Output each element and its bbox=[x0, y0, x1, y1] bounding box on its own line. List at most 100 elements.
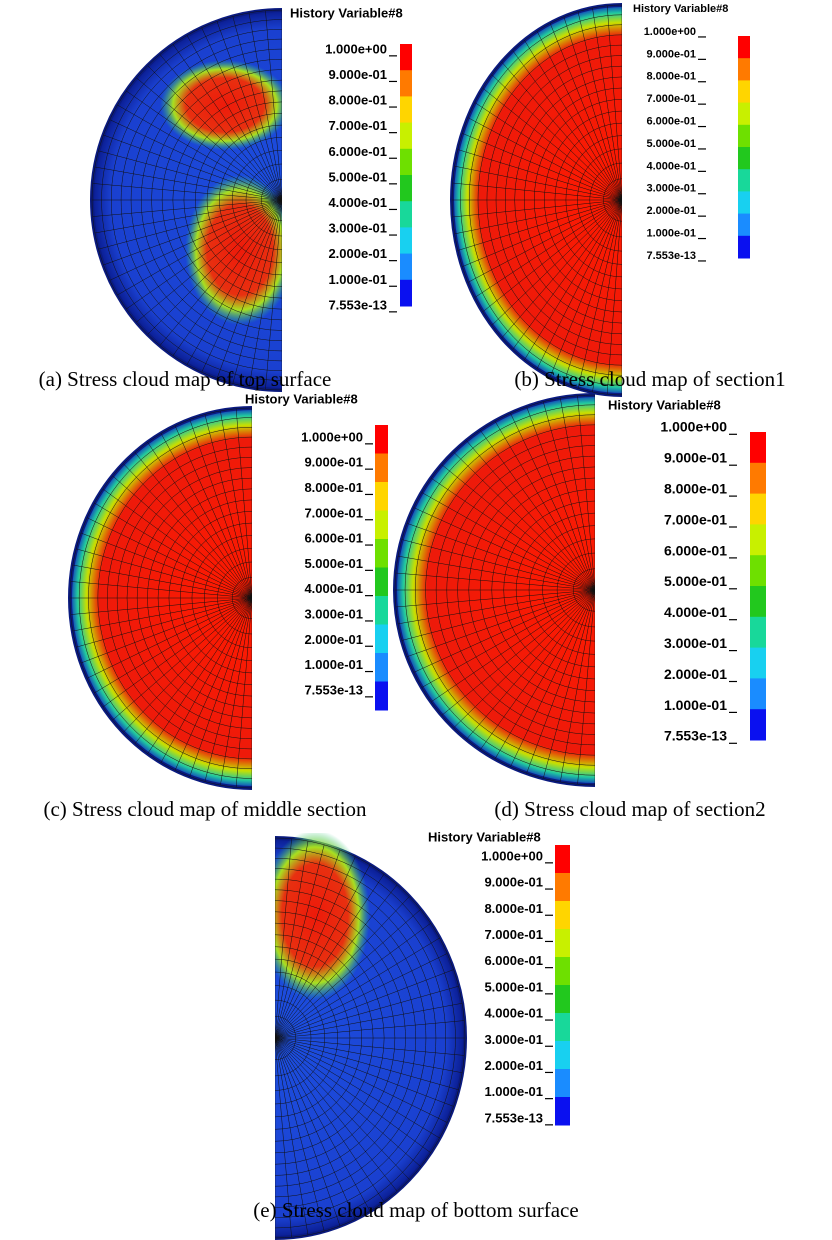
legend-label: 3.000e-01 bbox=[664, 635, 727, 651]
legend-title: History Variable#8 bbox=[608, 397, 721, 412]
colorbar-band bbox=[750, 494, 766, 525]
legend-label: 1.000e-01 bbox=[646, 228, 696, 240]
legend-label: 7.553e-13 bbox=[646, 250, 696, 262]
legend-label: 2.000e-01 bbox=[304, 632, 363, 647]
colorbar-band bbox=[738, 80, 750, 103]
panel: History Variable#8 1.000e+00 9.000e-01 8.00… bbox=[39, 5, 472, 390]
colorbar-band bbox=[400, 149, 412, 176]
legend-label: 1.000e+00 bbox=[301, 429, 363, 444]
colorbar-band bbox=[400, 123, 412, 150]
figure: History Variable#8 1.000e+00 9.000e-01 8.00… bbox=[0, 0, 832, 1240]
colorbar-band bbox=[738, 125, 750, 148]
legend-label: 2.000e-01 bbox=[328, 246, 387, 261]
caption: (a) Stress cloud map of top surface bbox=[39, 367, 332, 391]
colorbar-band bbox=[738, 147, 750, 170]
colorbar-band bbox=[555, 1097, 570, 1126]
colorbar-band bbox=[375, 625, 388, 654]
colorbar-band bbox=[555, 1013, 570, 1042]
legend-label: 5.000e-01 bbox=[304, 556, 363, 571]
legend-label: 8.000e-01 bbox=[328, 93, 387, 108]
legend-label: 4.000e-01 bbox=[646, 160, 696, 172]
legend-label: 6.000e-01 bbox=[328, 144, 387, 159]
legend-label: 8.000e-01 bbox=[664, 481, 727, 497]
colorbar-band bbox=[738, 191, 750, 214]
legend-title: History Variable#8 bbox=[245, 391, 358, 406]
legend-label: 9.000e-01 bbox=[646, 48, 696, 60]
colorbar-band bbox=[375, 454, 388, 483]
legend-label: 7.000e-01 bbox=[484, 927, 543, 942]
colorbar-band bbox=[738, 214, 750, 237]
legend-label: 9.000e-01 bbox=[328, 67, 387, 82]
legend-label: 1.000e+00 bbox=[660, 419, 727, 435]
legend-label: 1.000e+00 bbox=[481, 848, 543, 863]
legend-label: 3.000e-01 bbox=[328, 221, 387, 236]
colorbar-band bbox=[400, 227, 412, 254]
colorbar-band bbox=[555, 1041, 570, 1070]
legend-title: History Variable#8 bbox=[290, 5, 403, 20]
legend-label: 7.553e-13 bbox=[664, 728, 727, 744]
caption: (d) Stress cloud map of section2 bbox=[494, 797, 765, 821]
colorbar-band bbox=[750, 555, 766, 586]
colorbar-band bbox=[375, 511, 388, 540]
legend-label: 8.000e-01 bbox=[304, 480, 363, 495]
legend-label: 1.000e-01 bbox=[484, 1084, 543, 1099]
legend-label: 5.000e-01 bbox=[664, 573, 727, 589]
legend-label: 6.000e-01 bbox=[646, 116, 696, 128]
colorbar-band bbox=[750, 678, 766, 709]
colorbar-band bbox=[738, 103, 750, 126]
legend-label: 6.000e-01 bbox=[484, 953, 543, 968]
legend-label: 4.000e-01 bbox=[664, 604, 727, 620]
legend-label: 1.000e-01 bbox=[664, 697, 727, 713]
legend-label: 4.000e-01 bbox=[328, 195, 387, 210]
legend-label: 7.553e-13 bbox=[484, 1110, 543, 1125]
legend-title: History Variable#8 bbox=[633, 3, 728, 15]
legend-label: 7.553e-13 bbox=[328, 297, 387, 312]
colorbar-band bbox=[750, 432, 766, 463]
stress-map bbox=[395, 395, 795, 785]
colorbar-band bbox=[555, 901, 570, 930]
colorbar-band bbox=[375, 425, 388, 454]
colorbar-band bbox=[375, 596, 388, 625]
map-hotspot bbox=[160, 60, 290, 150]
legend-label: 7.553e-13 bbox=[304, 682, 363, 697]
colorbar-band bbox=[750, 709, 766, 740]
colorbar-band bbox=[738, 36, 750, 59]
colorbar-band bbox=[555, 873, 570, 902]
caption: (c) Stress cloud map of middle section bbox=[43, 797, 367, 821]
colorbar-band bbox=[375, 482, 388, 511]
legend-label: 2.000e-01 bbox=[646, 205, 696, 217]
legend-label: 8.000e-01 bbox=[646, 71, 696, 83]
legend-label: 9.000e-01 bbox=[484, 875, 543, 890]
panel: History Variable#81.000e+009.000e-018.00… bbox=[395, 395, 795, 821]
legend-label: 3.000e-01 bbox=[484, 1032, 543, 1047]
colorbar-band bbox=[555, 929, 570, 958]
legend-label: 6.000e-01 bbox=[664, 542, 727, 558]
legend-label: 5.000e-01 bbox=[328, 169, 387, 184]
colorbar-band bbox=[750, 463, 766, 494]
colorbar-band bbox=[555, 845, 570, 874]
colorbar-band bbox=[375, 568, 388, 597]
legend-label: 2.000e-01 bbox=[484, 1058, 543, 1073]
legend-title: History Variable#8 bbox=[428, 829, 541, 844]
legend-label: 1.000e-01 bbox=[328, 272, 387, 287]
colorbar-band bbox=[750, 524, 766, 555]
legend-label: 1.000e+00 bbox=[325, 41, 387, 56]
colorbar-band bbox=[400, 70, 412, 97]
colorbar-band bbox=[375, 653, 388, 682]
colorbar-band bbox=[555, 985, 570, 1014]
stress-map bbox=[92, 10, 472, 390]
colorbar-band bbox=[400, 44, 412, 71]
colorbar-band bbox=[375, 682, 388, 711]
legend-label: 4.000e-01 bbox=[484, 1006, 543, 1021]
colorbar-band bbox=[400, 280, 412, 307]
colorbar-band bbox=[750, 617, 766, 648]
legend-label: 3.000e-01 bbox=[304, 607, 363, 622]
colorbar-band bbox=[750, 586, 766, 617]
colorbar-band bbox=[738, 58, 750, 81]
legend-label: 2.000e-01 bbox=[664, 666, 727, 682]
legend-label: 1.000e+00 bbox=[644, 26, 696, 38]
colorbar-band bbox=[738, 169, 750, 192]
caption: (e) Stress cloud map of bottom surface bbox=[253, 1198, 578, 1222]
legend-label: 8.000e-01 bbox=[484, 901, 543, 916]
legend-label: 3.000e-01 bbox=[646, 183, 696, 195]
